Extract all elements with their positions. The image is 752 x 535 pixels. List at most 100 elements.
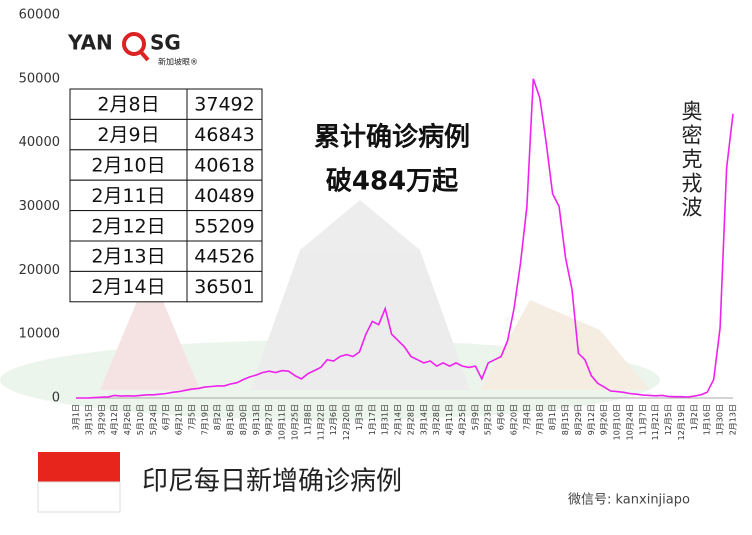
x-tick-label: 1月17日: [368, 404, 377, 435]
logo-text: YAN: [67, 31, 113, 55]
table-text: 2月12日: [91, 215, 165, 237]
x-tick-label: 9月12日: [587, 404, 596, 435]
x-tick-label: 7月18日: [535, 404, 544, 435]
y-tick-label: 20000: [19, 263, 60, 278]
table-text: 2月11日: [91, 185, 165, 207]
legend-label: 印尼每日新增确诊病例: [142, 467, 402, 497]
logo-text: SG: [150, 31, 181, 55]
x-tick-label: 6月20日: [510, 404, 519, 435]
headline: 破484万起: [326, 167, 459, 197]
table-text: 40618: [194, 155, 254, 177]
x-tick-label: 11月8日: [303, 404, 312, 435]
data-table: 2月8日 37492 2月9日 46843 2月10日 40618 2月11日 40489 2月…: [69, 88, 263, 303]
x-tick-label: 1月2日: [690, 404, 699, 430]
logo-icon: [138, 49, 150, 62]
table-text: 2月9日: [97, 124, 159, 146]
x-tick-label: 10月24日: [625, 404, 634, 440]
table-cell: [186, 240, 263, 272]
table-text: 2月13日: [91, 246, 165, 268]
x-tick-label: 12月6日: [329, 404, 338, 435]
table-cell: [186, 149, 263, 181]
table-text: 44526: [194, 246, 254, 268]
x-tick-label: 4月11日: [445, 404, 454, 435]
y-tick-label: 50000: [19, 71, 60, 86]
x-tick-label: 10月25日: [291, 404, 300, 440]
x-tick-label: 9月27日: [265, 404, 274, 435]
table-text: 2月8日: [97, 94, 159, 116]
table-text: 37492: [194, 94, 254, 116]
x-tick-label: 2月14日: [394, 404, 403, 435]
table-text: 2月10日: [91, 155, 165, 177]
footer: [0, 445, 752, 535]
x-tick-label: 6月7日: [162, 404, 171, 430]
x-tick-label: 6月21日: [175, 404, 184, 435]
x-tick-label: 9月13日: [252, 404, 261, 435]
x-tick-label: 3月14日: [419, 404, 428, 435]
x-tick-label: 3月15日: [84, 404, 93, 435]
x-tick-label: 8月29日: [574, 404, 583, 435]
table-cell: [186, 88, 263, 120]
table-cell: [69, 118, 188, 151]
x-tick-label: 5月24日: [149, 404, 158, 435]
x-tick-label: 2月13日: [729, 404, 738, 435]
x-tick-label: 10月11日: [278, 404, 287, 440]
x-tick-label: 11月22日: [316, 404, 325, 440]
table-text: 40489: [194, 185, 254, 207]
x-tick-label: 12月19日: [677, 404, 686, 440]
x-tick-label: 4月26日: [123, 404, 132, 435]
x-tick-label: 3月29日: [97, 404, 106, 435]
table-cell: [69, 149, 188, 181]
y-tick-label: 30000: [19, 199, 60, 214]
watermark: 微信号: kanxinjiapo: [568, 493, 690, 508]
x-tick-label: 11月7日: [638, 404, 647, 435]
x-tick-label: 1月30日: [716, 404, 725, 435]
x-tick-label: 8月2日: [213, 404, 222, 430]
x-tick-label: 2月28日: [406, 404, 415, 435]
x-tick-label: 10月10日: [613, 404, 622, 440]
table-text: 2月14日: [91, 276, 165, 298]
table-cell: [186, 118, 263, 151]
y-tick-label: 60000: [19, 8, 60, 23]
y-tick-label: 10000: [19, 327, 60, 342]
x-tick-label: 8月30日: [239, 404, 248, 435]
x-tick-label: 8月1日: [548, 404, 557, 430]
x-tick-label: 4月25日: [458, 404, 467, 435]
table-cell: [186, 179, 263, 212]
table-text: 36501: [194, 276, 254, 298]
table-text: 46843: [194, 124, 254, 146]
table-cell: [69, 240, 188, 272]
x-tick-label: 5月23日: [484, 404, 493, 435]
x-tick-label: 1月31日: [381, 404, 390, 435]
table-text: 55209: [194, 215, 254, 237]
x-tick-label: 8月15日: [561, 404, 570, 435]
logo-icon: [122, 32, 146, 56]
x-tick-label: 7月19日: [200, 404, 209, 435]
x-tick-label: 12月20日: [342, 404, 351, 440]
x-tick-label: 1月16日: [703, 404, 712, 435]
headline: 累计确诊病例: [314, 122, 470, 153]
logo: YAN SG 新加坡眼®: [67, 31, 198, 67]
x-tick-label: 3月1日: [72, 404, 81, 430]
table-cell: [69, 270, 188, 303]
x-tick-label: 1月3日: [355, 404, 364, 430]
y-tick-label: 0: [52, 391, 60, 406]
logo-tagline: 新加坡眼®: [158, 57, 198, 67]
x-tick-label: 11月21日: [651, 404, 660, 440]
x-tick-label: 8月16日: [226, 404, 235, 435]
flag: [38, 452, 120, 482]
x-tick-label: 5月10日: [136, 404, 145, 435]
x-tick-label: 7月4日: [522, 404, 531, 430]
x-tick-label: 12月5日: [664, 404, 673, 435]
x-tick-label: 5月9日: [471, 404, 480, 430]
flag: [37, 481, 121, 513]
annotation: 奥密克戎波: [679, 100, 703, 220]
x-tick-label: 3月28日: [432, 404, 441, 435]
line: [76, 78, 734, 399]
x-tick-label: 7月5日: [187, 404, 196, 430]
y-tick-label: 40000: [19, 135, 60, 150]
x-tick-label: 6月6日: [497, 404, 506, 430]
table-cell: [186, 270, 263, 303]
table-cell: [186, 210, 263, 242]
